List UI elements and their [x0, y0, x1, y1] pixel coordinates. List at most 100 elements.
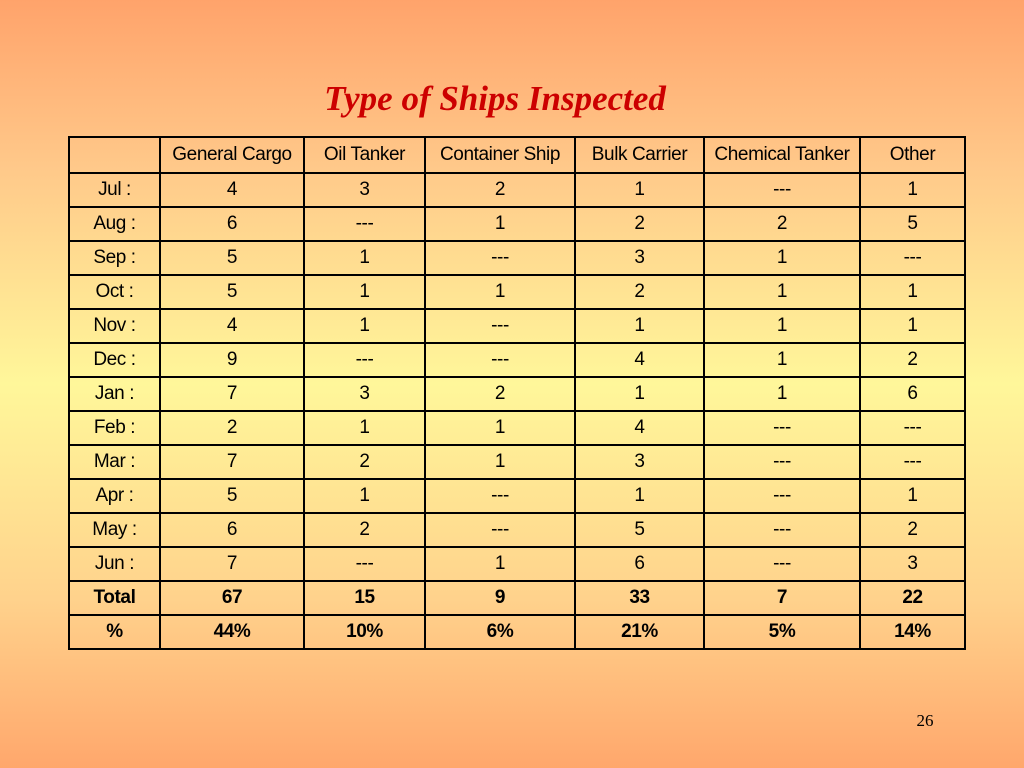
table-cell: 7 — [159, 546, 305, 582]
table-cell: --- — [859, 444, 966, 480]
table-cell: 1 — [703, 376, 861, 412]
table-cell: 21% — [574, 614, 705, 650]
table-cell: 5 — [859, 206, 966, 242]
row-label: Jul : — [68, 172, 161, 208]
table-cell: 1 — [424, 206, 576, 242]
table-cell: 1 — [703, 342, 861, 378]
table-cell: 15 — [303, 580, 426, 616]
table-row: Aug :6 --- 1 2 2 5 — [68, 206, 966, 242]
table-cell: --- — [424, 478, 576, 514]
table-cell: 3 — [574, 444, 705, 480]
table-cell: --- — [424, 308, 576, 344]
table-cell: --- — [703, 172, 861, 208]
table-cell: 6 — [859, 376, 966, 412]
row-label: Mar : — [68, 444, 161, 480]
table-cell: 7 — [703, 580, 861, 616]
table-cell: 2 — [574, 206, 705, 242]
table-cell: 5 — [159, 274, 305, 310]
table-cell: 9 — [424, 580, 576, 616]
slide-title: Type of Ships Inspected — [324, 79, 666, 118]
column-header: Oil Tanker — [303, 136, 426, 174]
table-cell: 1 — [303, 240, 426, 276]
table-cell: 2 — [703, 206, 861, 242]
corner-cell — [68, 136, 161, 174]
column-header: Container Ship — [424, 136, 576, 174]
table-cell: 1 — [424, 274, 576, 310]
column-header: General Cargo — [159, 136, 305, 174]
table-row: Feb :2 1 1 4 --- --- — [68, 410, 966, 446]
row-label: Total — [68, 580, 161, 616]
table-cell: --- — [424, 240, 576, 276]
table-cell: 2 — [424, 376, 576, 412]
row-label: Aug : — [68, 206, 161, 242]
table-cell: 1 — [574, 376, 705, 412]
table-cell: 1 — [574, 478, 705, 514]
table-cell: 9 — [159, 342, 305, 378]
table-cell: 22 — [859, 580, 966, 616]
table-cell: 14% — [859, 614, 966, 650]
table-cell: --- — [859, 240, 966, 276]
row-label: Dec : — [68, 342, 161, 378]
table-cell: 3 — [303, 376, 426, 412]
table-cell: 2 — [303, 512, 426, 548]
table-body: Jul :4 3 2 1 --- 1 Aug :6 --- 1 2 2 5 Sep :5 1 --- 3 1 --… — [68, 172, 966, 650]
table-cell: 1 — [303, 410, 426, 446]
table-row: Apr :5 1 --- 1 --- 1 — [68, 478, 966, 514]
table-header-row: General Cargo Oil Tanker Container Ship … — [68, 136, 966, 174]
table-cell: 6% — [424, 614, 576, 650]
row-label: Oct : — [68, 274, 161, 310]
row-label: May : — [68, 512, 161, 548]
column-header: Chemical Tanker — [703, 136, 861, 174]
table-row: Mar :7 2 1 3 --- --- — [68, 444, 966, 480]
table-row: Dec :9 --- --- 4 1 2 — [68, 342, 966, 378]
table-cell: --- — [303, 342, 426, 378]
table-cell: 1 — [424, 546, 576, 582]
table-cell: 10% — [303, 614, 426, 650]
table-cell: --- — [703, 410, 861, 446]
table-cell: --- — [859, 410, 966, 446]
table-cell: --- — [424, 512, 576, 548]
table-cell: 4 — [159, 172, 305, 208]
table-cell: 7 — [159, 444, 305, 480]
table-row: Sep :5 1 --- 3 1 --- — [68, 240, 966, 276]
row-label: Jun : — [68, 546, 161, 582]
table-cell: 2 — [303, 444, 426, 480]
table-cell: 1 — [424, 410, 576, 446]
row-label: Jan : — [68, 376, 161, 412]
table-cell: 2 — [424, 172, 576, 208]
table-cell: 5% — [703, 614, 861, 650]
table-cell: 2 — [159, 410, 305, 446]
table-cell: 1 — [859, 308, 966, 344]
table-cell: 6 — [159, 206, 305, 242]
table-cell: 1 — [424, 444, 576, 480]
table-cell: 6 — [159, 512, 305, 548]
table-cell: 1 — [703, 308, 861, 344]
ships-inspected-table: General Cargo Oil Tanker Container Ship … — [68, 136, 966, 650]
table-cell: 2 — [574, 274, 705, 310]
table-cell: --- — [424, 342, 576, 378]
table-cell: 2 — [859, 512, 966, 548]
row-label: Feb : — [68, 410, 161, 446]
table-cell: 44% — [159, 614, 305, 650]
table-cell: 5 — [159, 240, 305, 276]
table-cell: 5 — [574, 512, 705, 548]
table-cell: 1 — [703, 274, 861, 310]
table-cell: 1 — [303, 308, 426, 344]
table-cell: 1 — [574, 172, 705, 208]
row-label: Nov : — [68, 308, 161, 344]
table-cell: 6 — [574, 546, 705, 582]
table-cell: 4 — [574, 410, 705, 446]
table-cell: 67 — [159, 580, 305, 616]
row-label: Sep : — [68, 240, 161, 276]
table-cell: 5 — [159, 478, 305, 514]
table-cell: --- — [703, 444, 861, 480]
table-cell: 3 — [859, 546, 966, 582]
table-cell: 7 — [159, 376, 305, 412]
table-cell: --- — [303, 206, 426, 242]
column-header: Bulk Carrier — [574, 136, 705, 174]
table-cell: 33 — [574, 580, 705, 616]
row-label: % — [68, 614, 161, 650]
table-cell: 1 — [859, 478, 966, 514]
